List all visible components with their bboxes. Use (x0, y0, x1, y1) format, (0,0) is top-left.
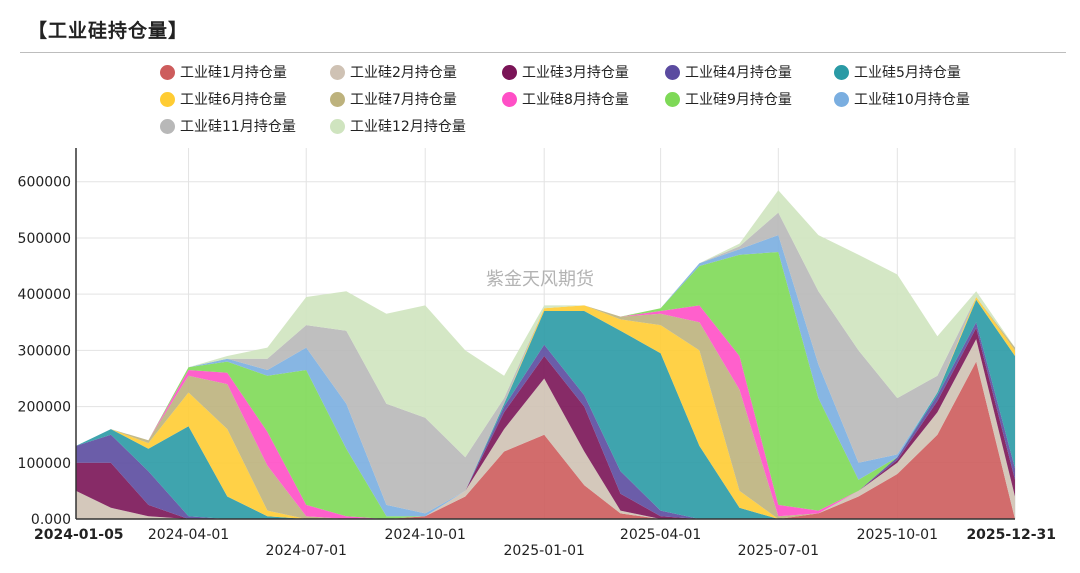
legend-item[interactable]: 工业硅9月持仓量 (665, 89, 792, 109)
x-tick-label: 2025-01-01 (504, 543, 585, 559)
legend-swatch (160, 118, 175, 134)
legend-item[interactable]: 工业硅3月持仓量 (502, 62, 629, 82)
watermark: 紫金天风期货 (486, 269, 594, 290)
legend-label: 工业硅7月持仓量 (350, 92, 457, 108)
legend-item[interactable]: 工业硅12月持仓量 (330, 116, 466, 136)
legend-label: 工业硅2月持仓量 (350, 65, 457, 81)
series-area (76, 212, 1015, 514)
series-areas (76, 190, 1015, 519)
x-tick-label: 2025-12-31 (966, 527, 1056, 543)
legend-swatch (160, 64, 175, 80)
legend-swatch (502, 64, 517, 80)
legend-swatch (330, 91, 345, 107)
legend-swatch (330, 118, 345, 134)
axes (75, 148, 1015, 520)
legend-item[interactable]: 工业硅11月持仓量 (160, 116, 296, 136)
legend-label: 工业硅4月持仓量 (685, 65, 792, 81)
legend-label: 工业硅10月持仓量 (854, 92, 970, 108)
series-area (76, 252, 1015, 519)
legend-swatch (330, 64, 345, 80)
series-area (76, 322, 1015, 519)
y-tick-label: 500000 (18, 231, 71, 247)
y-tick-label: 300000 (18, 343, 71, 359)
legend-swatch (834, 64, 849, 80)
legend-item[interactable]: 工业硅6月持仓量 (160, 89, 287, 109)
y-tick-label: 200000 (18, 400, 71, 416)
legend-label: 工业硅3月持仓量 (522, 65, 629, 81)
legend-label: 工业硅11月持仓量 (180, 119, 296, 135)
legend-label: 工业硅9月持仓量 (685, 92, 792, 108)
legend-swatch (502, 91, 517, 107)
legend-item[interactable]: 工业硅8月持仓量 (502, 89, 629, 109)
y-tick-label: 600000 (18, 175, 71, 191)
legend-item[interactable]: 工业硅10月持仓量 (834, 89, 970, 109)
x-tick-label: 2025-07-01 (738, 543, 819, 559)
x-tick-label: 2024-04-01 (148, 527, 229, 543)
x-tick-label: 2024-07-01 (266, 543, 347, 559)
legend-label: 工业硅6月持仓量 (180, 92, 287, 108)
legend-label: 工业硅12月持仓量 (350, 119, 466, 135)
series-area (76, 299, 1015, 519)
series-area (76, 327, 1015, 519)
legend-label: 工业硅1月持仓量 (180, 65, 287, 81)
title-divider (20, 52, 1066, 53)
x-tick-label: 2024-10-01 (385, 527, 466, 543)
chart-title: 【工业硅持仓量】 (28, 20, 189, 42)
series-area (76, 339, 1015, 519)
x-tick-label: 2024-01-05 (34, 527, 124, 543)
legend-item[interactable]: 工业硅4月持仓量 (665, 62, 792, 82)
y-tick-label: 0.000 (31, 512, 71, 528)
legend-swatch (160, 91, 175, 107)
legend-item[interactable]: 工业硅2月持仓量 (330, 62, 457, 82)
x-tick-labels: 2024-01-05 2024-04-01 2024-07-01 2024-10-01… (34, 527, 1056, 559)
y-tick-labels: 0.000 100000 200000 300000 400000 500000 60000… (18, 175, 71, 528)
legend-label: 工业硅5月持仓量 (854, 65, 961, 81)
y-tick-label: 400000 (18, 287, 71, 303)
legend-item[interactable]: 工业硅5月持仓量 (834, 62, 961, 82)
y-tick-label: 100000 (18, 456, 71, 472)
legend-item[interactable]: 工业硅1月持仓量 (160, 62, 287, 82)
series-area (76, 361, 1015, 519)
legend-item[interactable]: 工业硅7月持仓量 (330, 89, 457, 109)
x-tick-label: 2025-10-01 (857, 527, 938, 543)
legend-swatch (834, 91, 849, 107)
legend-swatch (665, 64, 680, 80)
x-tick-label: 2025-04-01 (620, 527, 701, 543)
legend-swatch (665, 91, 680, 107)
legend-label: 工业硅8月持仓量 (522, 92, 629, 108)
